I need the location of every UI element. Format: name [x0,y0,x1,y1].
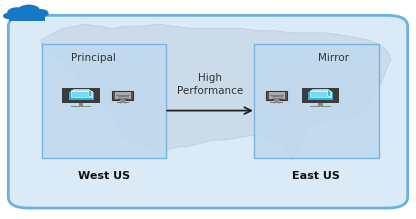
FancyBboxPatch shape [42,44,166,158]
Polygon shape [71,90,92,91]
Polygon shape [42,24,391,160]
FancyBboxPatch shape [9,10,45,21]
Polygon shape [328,90,331,97]
FancyBboxPatch shape [116,102,129,103]
FancyBboxPatch shape [71,106,92,108]
FancyBboxPatch shape [302,88,339,103]
Polygon shape [71,91,92,97]
Circle shape [121,100,124,102]
FancyBboxPatch shape [8,15,408,208]
Polygon shape [89,90,92,97]
Circle shape [3,12,16,19]
FancyBboxPatch shape [254,44,379,158]
Circle shape [7,7,27,18]
Circle shape [17,5,40,16]
FancyBboxPatch shape [275,100,278,102]
Text: High
Performance: High Performance [177,73,243,96]
FancyBboxPatch shape [266,91,287,100]
FancyBboxPatch shape [121,100,124,102]
Circle shape [274,99,280,102]
Polygon shape [310,91,331,97]
Text: East US: East US [292,171,340,181]
FancyBboxPatch shape [310,106,331,108]
Text: Principal: Principal [71,53,116,63]
FancyBboxPatch shape [69,92,94,100]
FancyBboxPatch shape [114,92,131,99]
FancyBboxPatch shape [62,88,100,103]
FancyBboxPatch shape [308,92,333,100]
Circle shape [32,9,49,18]
FancyBboxPatch shape [268,92,285,99]
Text: West US: West US [78,171,130,181]
FancyBboxPatch shape [270,102,283,103]
FancyBboxPatch shape [112,91,133,100]
FancyBboxPatch shape [318,103,322,106]
Circle shape [120,99,126,102]
Text: Mirror: Mirror [318,53,349,63]
Circle shape [275,100,278,102]
FancyBboxPatch shape [79,103,83,106]
Polygon shape [310,90,331,91]
